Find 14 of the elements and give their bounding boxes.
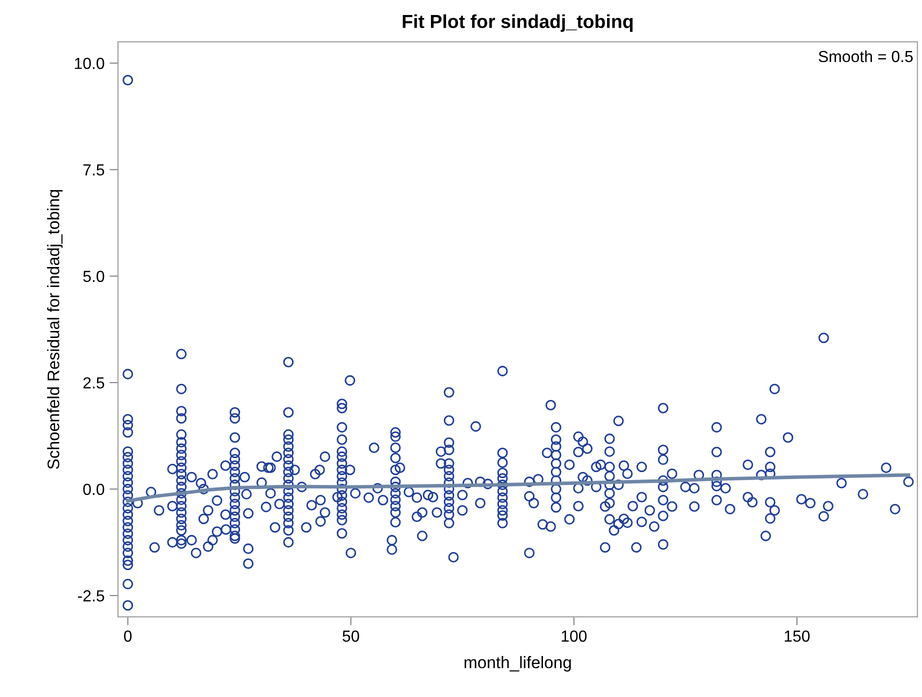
y-tick-label: 10.0: [74, 58, 104, 70]
x-tick-label: 0: [124, 630, 132, 642]
y-tick-label: 7.5: [83, 164, 104, 176]
x-tick-label: 150: [784, 630, 810, 642]
y-axis-title: Schoenfeld Residual for indadj_tobinq: [47, 190, 63, 469]
x-tick-label: 50: [342, 630, 360, 642]
y-tick-label: 2.5: [83, 377, 104, 389]
annotation: Smooth = 0.5: [818, 50, 913, 62]
chart-title: Fit Plot for sindadj_tobinq: [402, 14, 633, 32]
y-tick-label: -2.5: [78, 590, 104, 602]
x-axis-title: month_lifelong: [464, 656, 571, 672]
x-tick-label: 100: [562, 630, 587, 642]
y-tick-label: 5.0: [83, 270, 104, 282]
y-tick-label: 0.0: [83, 484, 104, 496]
